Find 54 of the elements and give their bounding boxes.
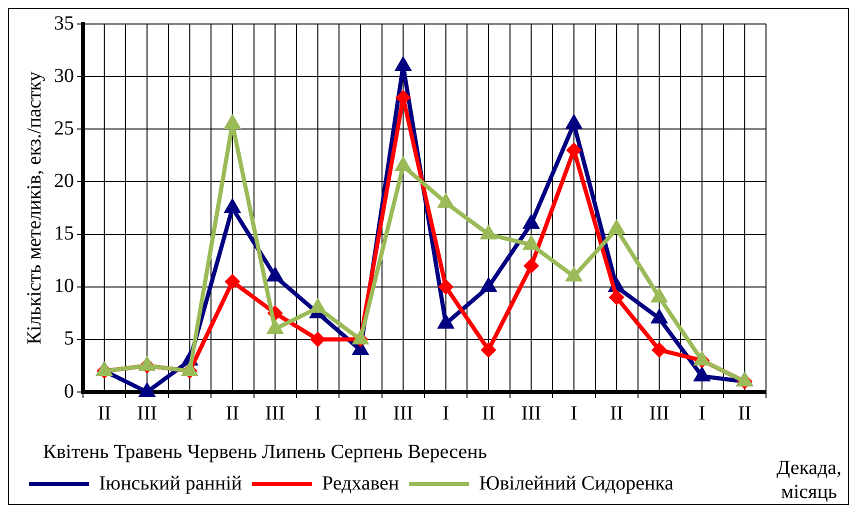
- x-tick-label: I: [698, 402, 706, 424]
- y-tick-label: 0: [64, 380, 74, 402]
- legend-label: Ювілейний Сидоренка: [479, 472, 674, 494]
- x-tick-label: II: [738, 402, 752, 424]
- x-axis-title: Декада, місяць: [776, 457, 842, 503]
- x-tick-label: II: [610, 402, 624, 424]
- point: [694, 366, 710, 382]
- point: [480, 224, 497, 240]
- point: [224, 114, 241, 129]
- x-tick-label: I: [314, 402, 322, 424]
- point: [266, 319, 284, 334]
- x-tick-label: I: [442, 402, 450, 424]
- x-tick-label: III: [521, 402, 542, 424]
- x-tick-label: II: [226, 402, 240, 424]
- y-tick-label: 20: [54, 170, 74, 192]
- point: [138, 356, 156, 371]
- point: [224, 198, 241, 213]
- x-tick-label: III: [649, 402, 670, 424]
- point: [394, 56, 412, 72]
- x-tick-label: II: [354, 402, 368, 424]
- text: Квітень Травень Червень Липень Серпень Вересень: [43, 441, 487, 463]
- point: [181, 361, 198, 376]
- legend-label: Іюнський ранній: [99, 472, 242, 494]
- x-tick-label: III: [137, 402, 158, 424]
- y-tick-label: 10: [54, 275, 74, 298]
- x-tick-label: I: [570, 402, 578, 424]
- point: [566, 114, 582, 129]
- y-tick-label: 30: [54, 64, 74, 87]
- legend-label: Редхавен: [322, 472, 400, 494]
- point: [438, 193, 454, 208]
- point: [650, 288, 668, 302]
- x-tick-label: III: [265, 402, 286, 424]
- point: [566, 266, 582, 282]
- x-tick-label: III: [393, 402, 414, 424]
- x-tick-label: II: [482, 402, 496, 424]
- point: [522, 235, 540, 250]
- point: [266, 266, 284, 282]
- x-tick-label: II: [98, 402, 112, 424]
- point: [309, 298, 326, 313]
- point: [394, 156, 412, 171]
- point: [480, 277, 497, 292]
- point: [438, 314, 454, 329]
- point: [138, 382, 156, 397]
- point: [352, 330, 369, 344]
- y-tick-label: 15: [54, 222, 74, 245]
- point: [608, 220, 625, 234]
- y-tick-label: 25: [54, 117, 74, 140]
- point: [694, 350, 710, 366]
- y-axis-title: Кількість метеликів, екз./пастку: [23, 72, 46, 344]
- point: [650, 308, 668, 324]
- point: [522, 214, 540, 229]
- x-tick-label: I: [186, 402, 194, 424]
- y-tick-label: 35: [54, 12, 74, 34]
- y-tick-label: 5: [64, 328, 74, 350]
